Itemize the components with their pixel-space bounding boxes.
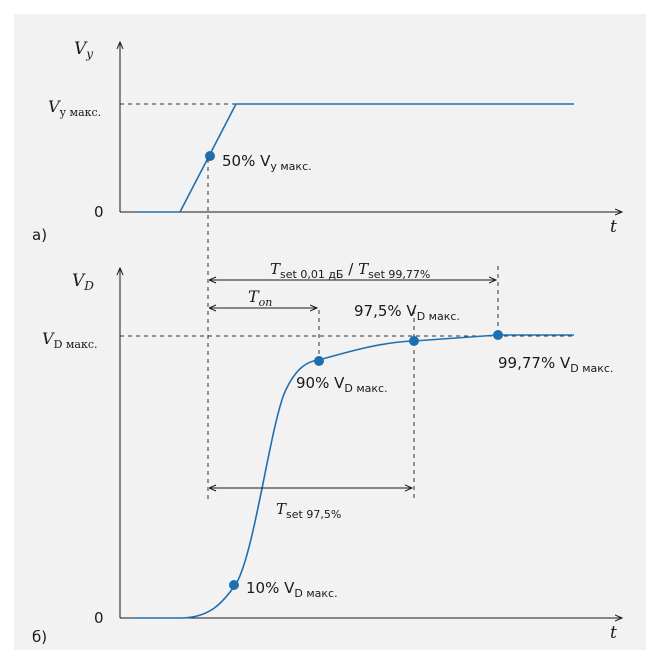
point-10pct-label: 10% VD макс. [246,579,338,600]
bottom-response-curve [134,334,574,619]
point-9977pct [493,330,503,340]
top-x-axis-label: t [610,217,617,237]
top-zero-label: 0 [94,203,104,221]
top-panel-label: а) [32,226,47,244]
diagram-panel: Vу Vу макс. 0 а) t 50% Vу макс. VD VD ма… [14,14,646,650]
bottom-max-level-label: VD макс. [42,329,98,351]
point-90pct-label: 90% VD макс. [296,374,388,395]
top-50pct-label: 50% Vу макс. [222,152,312,173]
top-50pct-point [205,151,215,161]
t-on-label: Ton [248,287,272,309]
bottom-panel-label: б) [32,628,47,646]
bottom-y-axis-label: VD [72,271,94,293]
bottom-zero-label: 0 [94,609,104,627]
top-max-level-label: Vу макс. [48,97,101,119]
timing-diagram: Vу Vу макс. 0 а) t 50% Vу макс. VD VD ма… [32,39,646,646]
t-set-975-label: Tset 97,5% [276,500,341,521]
point-975pct [409,336,419,346]
top-y-axis-label: Vу [74,39,93,61]
point-10pct [229,580,239,590]
point-975pct-label: 97,5% VD макс. [354,302,460,323]
top-ramp-signal [134,103,574,213]
bottom-x-axis-label: t [610,623,617,643]
point-90pct [314,356,324,366]
t-set-001db-label: Tset 0,01 дБ / Tset 99,77% [270,260,430,281]
point-9977pct-label: 99,77% VD макс. [498,354,613,375]
